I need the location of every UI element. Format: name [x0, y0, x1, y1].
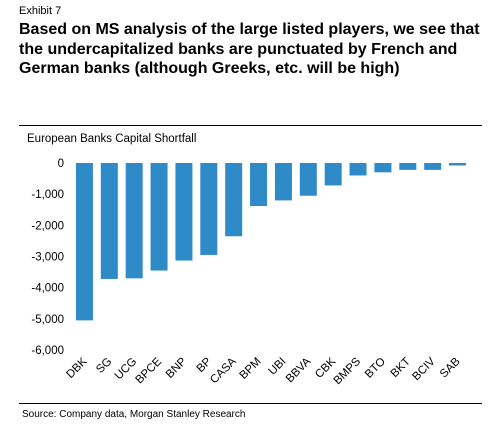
bottom-rule: [19, 403, 482, 404]
source-note: Source: Company data, Morgan Stanley Res…: [22, 409, 246, 420]
exhibit-label: Exhibit 7: [19, 5, 62, 17]
x-tick-label-bnp: BNP: [164, 355, 189, 380]
x-tick-label-bciv: BCIV: [410, 355, 438, 383]
bar-casa: [225, 163, 243, 237]
bar-bpm: [250, 163, 268, 207]
y-tick-label: -1,000: [31, 189, 64, 201]
x-tick-label-dbk: DBK: [64, 355, 89, 380]
bar-bciv: [424, 163, 442, 170]
x-tick-label-bbva: BBVA: [284, 355, 314, 385]
bar-bto: [374, 163, 392, 173]
y-axis: 0 -1,000 -2,000 -3,000 -4,000 -5,000 -6,000: [31, 158, 64, 357]
bar-bp: [200, 163, 218, 255]
y-tick-label: -4,000: [31, 283, 64, 295]
bar-bpce: [150, 163, 168, 271]
bar-cbk: [324, 163, 342, 186]
bar-sg: [100, 163, 118, 279]
x-tick-label-bto: BTO: [363, 356, 388, 381]
bar-bbva: [299, 163, 317, 196]
x-tick-label-sab: SAB: [438, 355, 463, 380]
x-tick-label-bpm: BPM: [238, 356, 264, 382]
bar-bmps: [349, 163, 367, 176]
y-tick-label: -5,000: [31, 314, 64, 326]
x-tick-label-casa: CASA: [208, 355, 239, 386]
bar-bkt: [399, 163, 417, 170]
top-rule: [19, 125, 482, 126]
bar-bnp: [175, 163, 193, 261]
x-tick-label-bp: BP: [195, 355, 215, 375]
y-tick-label: -3,000: [31, 252, 64, 264]
x-tick-label-sg: SG: [94, 356, 114, 376]
chart-title: European Banks Capital Shortfall: [27, 133, 197, 145]
bars: [75, 163, 467, 321]
x-tick-label-bmps: BMPS: [332, 355, 364, 387]
x-tick-label-bkt: BKT: [389, 356, 413, 380]
bar-ubi: [274, 163, 292, 201]
headline: Based on MS analysis of the large listed…: [19, 21, 480, 77]
y-tick-label: 0: [58, 158, 64, 170]
bar-ucg: [125, 163, 143, 279]
y-tick-label: -2,000: [31, 220, 64, 232]
y-tick-label: -6,000: [31, 345, 64, 357]
bar-dbk: [75, 163, 93, 321]
bar-sab: [449, 163, 467, 166]
x-tick-label-bpce: BPCE: [134, 355, 165, 386]
